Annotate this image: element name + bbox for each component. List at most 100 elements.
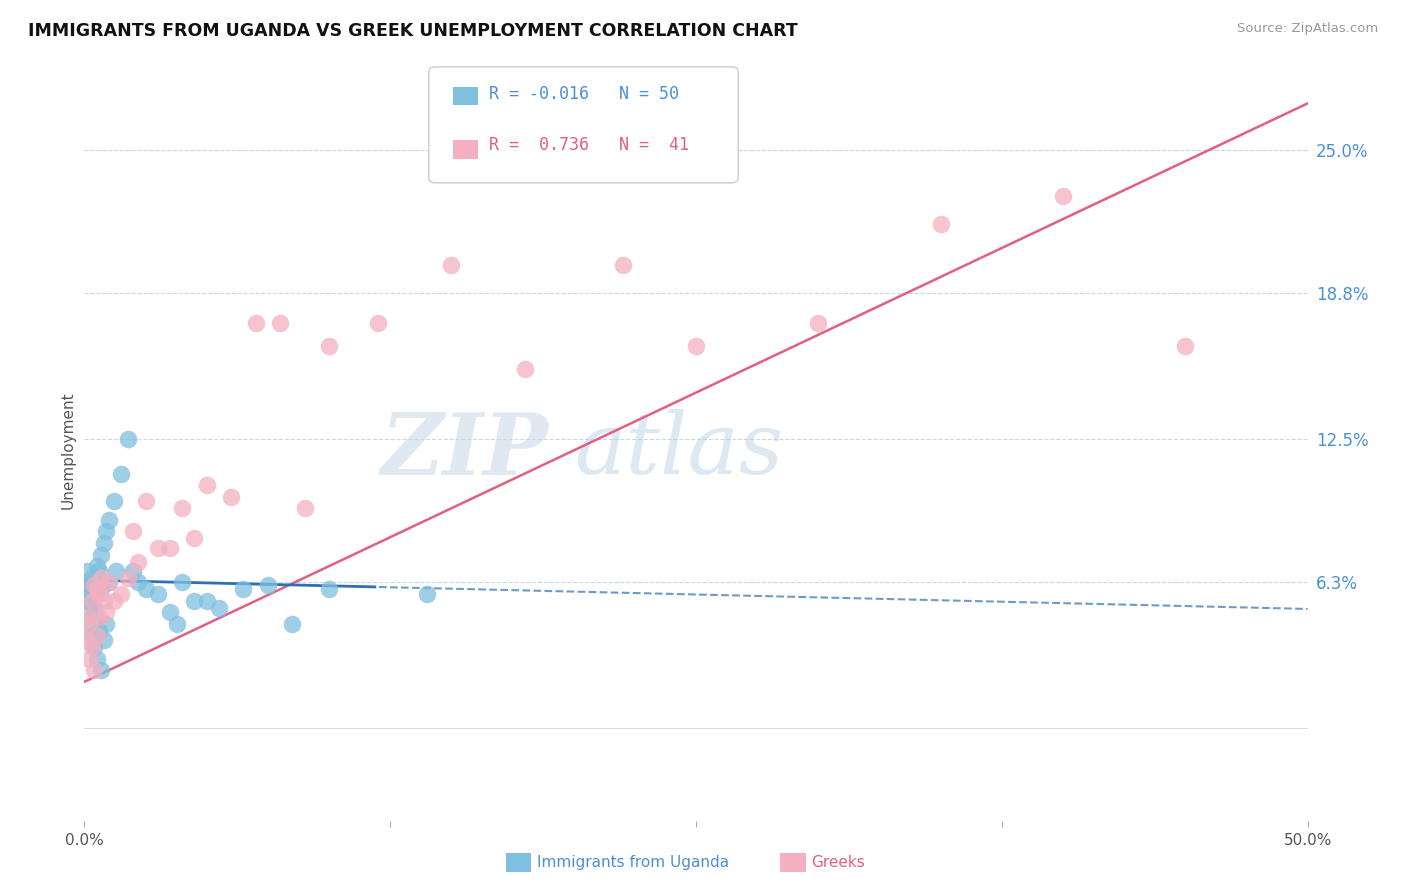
Point (86, 651, 108, 665)
Point (103, 494, 125, 508)
Point (172, 501, 194, 516)
Point (127, 554, 149, 569)
Point (122, 564, 145, 578)
Point (93, 633, 115, 648)
Point (612, 259, 634, 273)
Point (440, 259, 463, 273)
Point (257, 577, 280, 591)
Point (318, 339, 340, 353)
Point (159, 541, 181, 555)
Point (83, 640, 105, 654)
Point (90, 663, 112, 677)
Point (127, 575, 149, 590)
Point (80, 571, 103, 585)
Point (146, 587, 169, 601)
Point (97, 513, 120, 527)
Point (83, 587, 105, 601)
Point (87, 587, 110, 601)
Point (245, 316, 267, 330)
Point (76, 564, 98, 578)
Point (93, 536, 115, 550)
Point (232, 582, 254, 597)
Point (281, 617, 304, 632)
Point (416, 587, 439, 601)
Point (80, 640, 103, 654)
Point (77, 587, 100, 601)
Point (76, 582, 98, 597)
Point (86, 571, 108, 585)
Text: Source: ZipAtlas.com: Source: ZipAtlas.com (1237, 22, 1378, 36)
Point (117, 571, 139, 585)
Point (135, 494, 157, 508)
Point (76, 610, 98, 624)
Text: R =  0.736   N =  41: R = 0.736 N = 41 (489, 136, 689, 154)
Point (135, 582, 157, 597)
Point (77, 617, 100, 632)
Point (77, 651, 100, 665)
Text: IMMIGRANTS FROM UGANDA VS GREEK UNEMPLOYMENT CORRELATION CHART: IMMIGRANTS FROM UGANDA VS GREEK UNEMPLOY… (28, 22, 797, 40)
Y-axis label: Unemployment: Unemployment (60, 392, 76, 509)
Point (219, 490, 242, 504)
Point (195, 594, 218, 608)
Point (146, 541, 169, 555)
Point (83, 577, 105, 591)
Point (122, 524, 145, 539)
Text: Immigrants from Uganda: Immigrants from Uganda (537, 855, 730, 870)
Point (80, 628, 103, 642)
Point (929, 217, 952, 231)
Point (1052, 189, 1074, 203)
Point (96, 606, 118, 620)
Point (87, 610, 110, 624)
Point (90, 582, 112, 597)
Point (110, 467, 132, 481)
Point (90, 571, 112, 585)
Text: atlas: atlas (574, 409, 783, 491)
Point (1174, 339, 1197, 353)
Point (80, 594, 103, 608)
Point (80, 582, 103, 597)
Point (87, 564, 110, 578)
Text: ZIP: ZIP (381, 409, 550, 492)
Point (294, 501, 316, 516)
Point (87, 577, 110, 591)
Point (269, 316, 291, 330)
Point (97, 575, 120, 590)
Point (87, 624, 110, 638)
Point (77, 606, 100, 620)
Point (103, 594, 125, 608)
Point (183, 532, 205, 546)
Text: Greeks: Greeks (811, 855, 865, 870)
Point (97, 575, 120, 590)
Point (93, 594, 115, 608)
Point (86, 582, 108, 597)
Point (318, 582, 340, 597)
Point (208, 600, 231, 615)
Point (86, 610, 108, 624)
Point (83, 600, 105, 615)
Point (685, 339, 707, 353)
Point (77, 617, 100, 632)
Point (90, 548, 112, 562)
Point (96, 524, 118, 539)
Point (183, 594, 205, 608)
Point (166, 617, 188, 632)
Point (172, 575, 194, 590)
Point (195, 478, 218, 492)
Point (117, 432, 139, 446)
Point (83, 663, 105, 677)
Point (80, 594, 103, 608)
Point (513, 362, 536, 376)
Point (75, 575, 97, 590)
Point (77, 594, 100, 608)
Point (83, 577, 105, 591)
Point (86, 559, 108, 574)
Text: R = -0.016   N = 50: R = -0.016 N = 50 (489, 85, 679, 103)
Point (110, 587, 132, 601)
Point (367, 316, 389, 330)
Point (105, 564, 128, 578)
Point (807, 316, 830, 330)
Point (86, 628, 108, 642)
Point (159, 606, 181, 620)
Point (96, 617, 118, 632)
Point (76, 633, 98, 648)
